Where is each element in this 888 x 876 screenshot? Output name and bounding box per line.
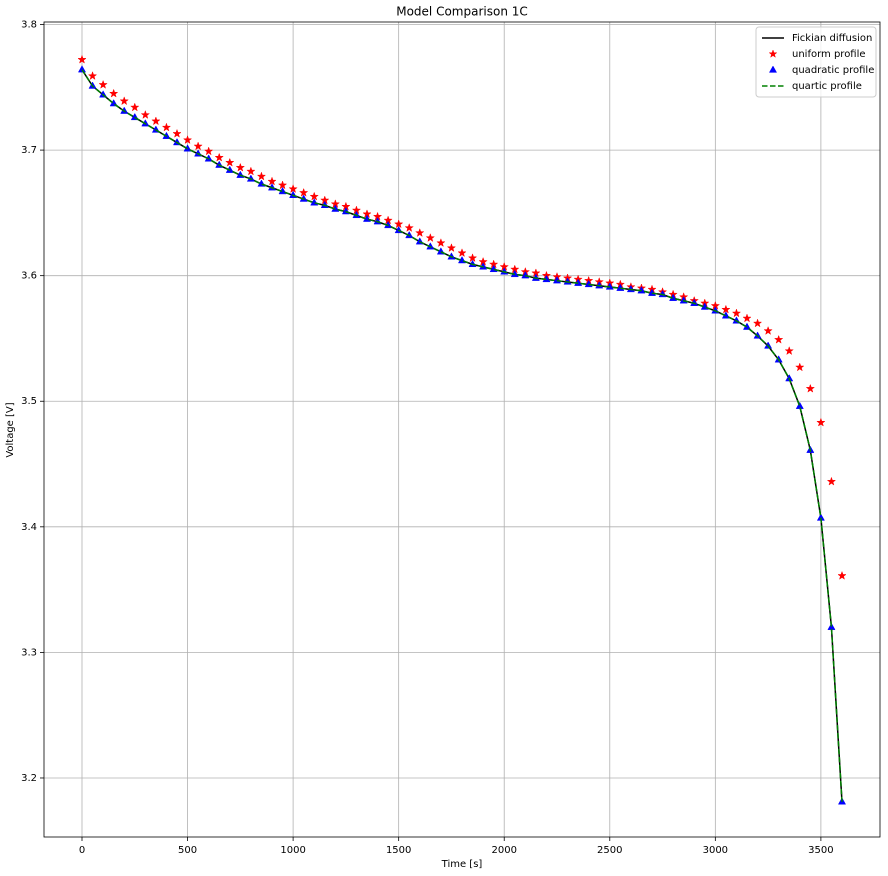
data-point [214, 152, 224, 162]
x-tick-label: 2000 [491, 845, 516, 856]
data-point [182, 135, 193, 145]
data-point [87, 71, 98, 81]
data-point [837, 570, 847, 580]
y-tick-label: 3.5 [21, 396, 37, 407]
data-point [288, 184, 298, 194]
data-point [784, 346, 794, 356]
data-point [140, 109, 151, 119]
x-axis-label: Time [s] [441, 859, 483, 870]
data-point [826, 476, 837, 486]
data-point [246, 166, 256, 176]
data-point [225, 157, 235, 167]
x-tick-label: 500 [178, 845, 197, 856]
data-point [446, 243, 457, 253]
data-point [193, 141, 203, 151]
data-point [425, 233, 436, 243]
data-point [161, 122, 172, 132]
legend-label: Fickian diffusion [792, 33, 872, 44]
data-point [457, 248, 467, 258]
y-tick-label: 3.6 [21, 271, 37, 282]
data-point [98, 79, 108, 89]
data-point [816, 417, 826, 427]
data-point [415, 228, 425, 237]
data-point [172, 128, 182, 138]
legend-swatch [768, 65, 778, 73]
x-tick-label: 0 [79, 845, 85, 856]
data-point [467, 253, 478, 263]
data-point [151, 116, 161, 126]
data-point [309, 191, 319, 201]
data-point [393, 219, 404, 229]
data-point [77, 65, 87, 73]
x-tick-label: 1500 [386, 845, 411, 856]
data-point [404, 222, 414, 232]
legend: Fickian diffusion uniform profile quadrati… [755, 26, 877, 98]
data-point [436, 238, 446, 248]
legend-box [755, 26, 877, 98]
data-point [773, 334, 784, 344]
data-point [752, 318, 763, 328]
data-point [77, 54, 87, 64]
legend-label: quartic profile [792, 81, 862, 92]
data-point [256, 171, 267, 181]
y-tick-label: 3.2 [21, 773, 37, 784]
legend-label: quadratic profile [792, 65, 874, 76]
data-point [763, 325, 773, 335]
data-point [742, 313, 752, 323]
data-point [795, 362, 805, 372]
data-point [721, 304, 731, 314]
y-tick-label: 3.8 [21, 20, 37, 31]
data-point [298, 187, 309, 197]
y-tick-label: 3.7 [21, 145, 37, 156]
data-point [130, 102, 140, 112]
chart-title: Model Comparison 1C [396, 5, 528, 19]
plot-frame [43, 21, 881, 838]
legend-label: uniform profile [792, 49, 866, 60]
legend-swatch [768, 49, 778, 58]
data-point [805, 383, 816, 393]
x-tick-label: 3500 [808, 845, 833, 856]
x-tick-label: 1000 [280, 845, 305, 856]
data-point [731, 308, 742, 318]
data-point [277, 180, 288, 190]
y-tick-label: 3.4 [21, 522, 37, 533]
x-tick-label: 3000 [703, 845, 728, 856]
data-point [108, 88, 119, 98]
data-point [267, 176, 277, 186]
y-axis-label: Voltage [V] [5, 402, 16, 457]
data-point [119, 96, 129, 106]
data-point [203, 146, 214, 156]
y-tick-label: 3.3 [21, 647, 37, 658]
x-tick-label: 2500 [597, 845, 622, 856]
data-point [235, 162, 246, 172]
series-line [81, 69, 843, 802]
